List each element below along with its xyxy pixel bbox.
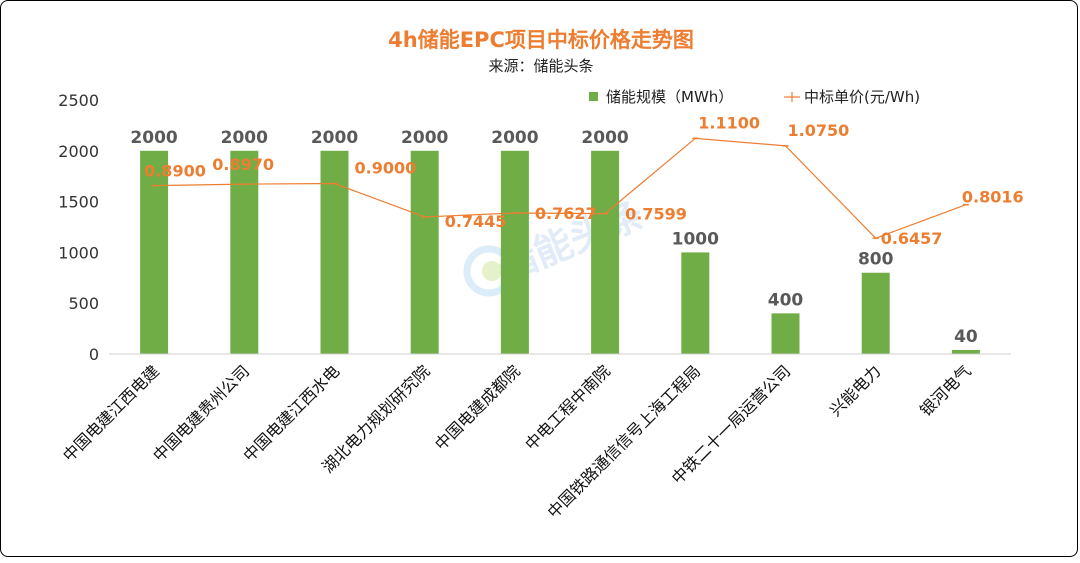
legend-bar-swatch [589,92,598,101]
bar-value-label: 1000 [672,229,719,249]
price-labels: 0.8900 0.8970 0.9000 0.7445 0.7627 0.7599 1.11… [144,113,1024,248]
price-value-label: 0.8970 [212,155,274,174]
x-tick-label: 中电工程中南院 [521,361,614,454]
chart-subtitle: 来源：储能头条 [488,57,593,75]
bar [500,150,529,354]
bar-value-label: 40 [954,327,978,347]
legend: 储能规模（MWh） 中标单价(元/Wh) [589,88,920,106]
bar-value-label: 400 [768,290,804,310]
bar-value-label: 800 [858,250,894,270]
y-axis: 0 500 1000 1500 2000 2500 [58,91,99,364]
y-tick-label: 1000 [58,243,99,262]
price-line [151,137,969,239]
price-value-label: 0.7445 [445,212,507,231]
price-value-label: 0.9000 [355,159,417,178]
bar [681,252,710,354]
bar-value-label: 2000 [581,128,628,148]
legend-bar-label: 储能规模（MWh） [606,88,733,106]
watermark-logo-inner-icon [482,261,502,281]
y-tick-label: 2500 [58,91,99,110]
bar [951,349,980,354]
price-value-label: 1.0750 [788,121,850,140]
price-value-label: 0.7599 [625,205,687,224]
y-tick-label: 2000 [58,142,99,161]
price-value-label: 0.8016 [962,188,1024,207]
bar [320,150,349,354]
x-tick-label: 中国电建江西电建 [59,361,163,465]
price-value-label: 0.6457 [881,229,943,248]
x-tick-label: 中国铁路通信信号上海工程局 [544,361,705,522]
x-tick-label: 银河电气 [916,361,975,420]
chart-title: 4h储能EPC项目中标价格走势图 [388,28,694,52]
price-value-label: 0.7627 [535,204,597,223]
bar [591,150,620,354]
legend-line-label: 中标单价(元/Wh) [804,88,920,106]
bar [230,150,259,354]
bar [140,150,169,354]
bar-value-label: 2000 [130,128,177,148]
x-tick-label: 中国电建成都院 [431,361,524,454]
price-value-label: 0.8900 [144,162,206,181]
x-tick-label: 中国电建贵州公司 [149,361,253,465]
x-axis: 中国电建江西电建中国电建贵州公司中国电建江西水电湖北电力规划研究院中国电建成都院… [59,353,1011,522]
y-tick-label: 0 [89,345,99,364]
bar-value-label: 2000 [401,128,448,148]
bar-value-label: 2000 [311,128,358,148]
price-value-label: 1.1100 [698,113,760,132]
bar [410,150,439,354]
x-tick-label: 中国电建江西水电 [239,361,343,465]
y-tick-label: 1500 [58,193,99,212]
bar-value-label: 2000 [491,128,538,148]
bar-value-label: 2000 [221,128,268,148]
price-series-line [154,137,967,239]
y-tick-label: 500 [68,294,99,313]
bar [771,313,800,354]
bar-labels: 2000 2000 2000 2000 2000 2000 1000 400 800 40 [130,128,977,347]
bar [861,272,890,354]
x-tick-label: 兴能电力 [826,361,885,420]
